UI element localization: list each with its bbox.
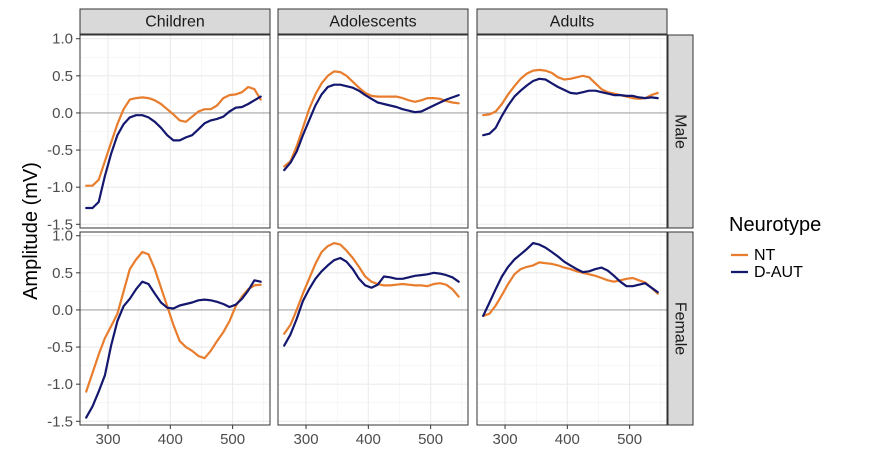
series-line-d-aut bbox=[283, 83, 460, 172]
legend-label: NT bbox=[754, 247, 776, 264]
panel-border bbox=[79, 34, 271, 229]
y-tick-label: 1.0 bbox=[52, 228, 73, 245]
legend-entries: NTD-AUT bbox=[731, 247, 803, 281]
legend-title: Neurotype bbox=[729, 214, 821, 236]
x-tick-label: 300 bbox=[294, 431, 319, 448]
legend: Neurotype NTD-AUT bbox=[729, 214, 821, 281]
x-tick-label: 300 bbox=[493, 431, 518, 448]
x-axis-children: 300 400 500 bbox=[96, 425, 245, 448]
strip-label: Male bbox=[672, 114, 689, 149]
strip-background bbox=[277, 8, 469, 35]
x-tick-label: 500 bbox=[220, 431, 245, 448]
y-tick-label: 0.5 bbox=[52, 68, 73, 85]
x-tick-label: 300 bbox=[96, 431, 121, 448]
y-tick-label: 0.5 bbox=[52, 265, 73, 282]
strip-label: Female bbox=[672, 302, 689, 355]
panel-border bbox=[476, 34, 668, 229]
y-tick-label: -0.5 bbox=[47, 142, 73, 159]
legend-label: D-AUT bbox=[754, 264, 803, 281]
strip-label: Children bbox=[145, 14, 205, 31]
y-tick-label: 0.0 bbox=[52, 302, 73, 319]
column-strip-children: Children bbox=[79, 8, 271, 35]
strip-background bbox=[79, 8, 271, 35]
column-strip-adolescents: Adolescents bbox=[277, 8, 469, 35]
series-line-nt bbox=[283, 70, 460, 168]
strip-background bbox=[667, 231, 694, 426]
panel-male-children bbox=[79, 34, 271, 229]
y-tick-label: 0.0 bbox=[52, 105, 73, 122]
panel-male-adults bbox=[476, 34, 668, 229]
panel-female-children bbox=[79, 231, 271, 426]
legend-item-d-aut: D-AUT bbox=[731, 264, 803, 281]
panel-border bbox=[476, 231, 668, 426]
y-tick-label: -1.0 bbox=[47, 376, 73, 393]
series-line-d-aut bbox=[482, 242, 659, 317]
series-line-d-aut bbox=[85, 95, 262, 210]
y-tick-label: -1.0 bbox=[47, 179, 73, 196]
panel-female-adults bbox=[476, 231, 668, 426]
y-tick-label: 1.0 bbox=[52, 31, 73, 48]
strip-label: Adults bbox=[550, 14, 594, 31]
strip-label: Adolescents bbox=[329, 14, 416, 31]
x-axis-adolescents: 300 400 500 bbox=[294, 425, 443, 448]
x-tick-label: 400 bbox=[555, 431, 580, 448]
y-axis-title: Amplitude (mV) bbox=[20, 162, 42, 300]
strip-background bbox=[476, 8, 668, 35]
series-line-d-aut bbox=[85, 279, 262, 419]
row-strip-female: Female bbox=[667, 231, 694, 426]
y-axis-male: -1.5 -1.0 -0.5 0.0 0.5 1.0 bbox=[47, 31, 80, 233]
x-tick-label: 400 bbox=[158, 431, 183, 448]
x-tick-label: 500 bbox=[418, 431, 443, 448]
series-line-d-aut bbox=[283, 256, 460, 347]
y-tick-label: -0.5 bbox=[47, 339, 73, 356]
series-line-nt bbox=[283, 242, 460, 335]
panels-layer bbox=[79, 34, 668, 426]
axes-layer: Children Adolescents AdultsMaleFemale-1.5-… bbox=[47, 8, 694, 448]
strip-background bbox=[667, 34, 694, 229]
row-strip-male: Male bbox=[667, 34, 694, 229]
legend-item-nt: NT bbox=[731, 247, 776, 264]
series-line-nt bbox=[482, 261, 659, 317]
x-axis-adults: 300 400 500 bbox=[493, 425, 642, 448]
y-axis-female: -1.5 -1.0 -0.5 0.0 0.5 1.0 bbox=[47, 228, 80, 430]
x-tick-label: 400 bbox=[356, 431, 381, 448]
series-line-nt bbox=[85, 250, 262, 393]
panel-male-adolescents bbox=[277, 34, 469, 229]
series-line-d-aut bbox=[482, 77, 659, 137]
column-strip-adults: Adults bbox=[476, 8, 668, 35]
panel-female-adolescents bbox=[277, 231, 469, 426]
y-tick-label: -1.5 bbox=[47, 216, 73, 233]
series-line-nt bbox=[482, 68, 659, 117]
series-line-nt bbox=[85, 85, 262, 187]
y-tick-label: -1.5 bbox=[47, 413, 73, 430]
panel-border bbox=[277, 34, 469, 229]
x-tick-label: 500 bbox=[617, 431, 642, 448]
panel-border bbox=[277, 231, 469, 426]
panel-border bbox=[79, 231, 271, 426]
